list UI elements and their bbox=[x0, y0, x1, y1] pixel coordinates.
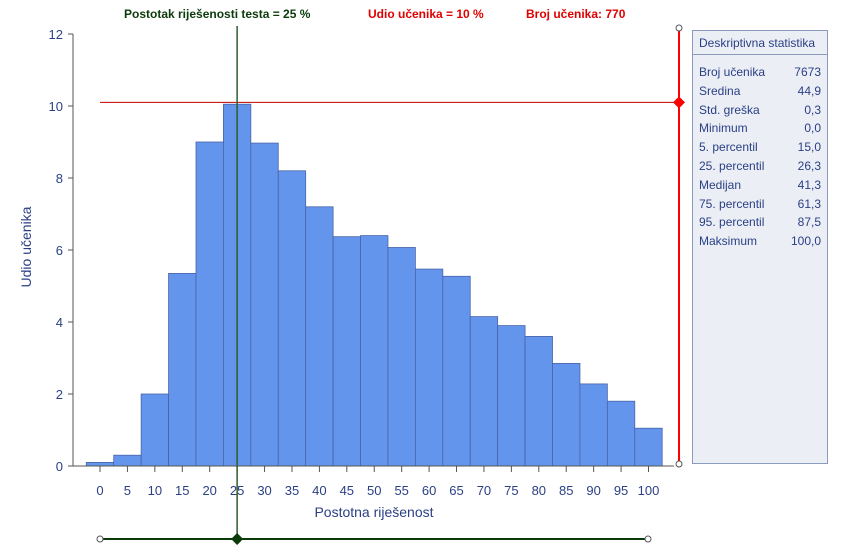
histogram-bar bbox=[305, 206, 334, 467]
histogram-bar bbox=[168, 272, 197, 467]
x-tick-label: 30 bbox=[257, 483, 271, 498]
histogram-bar bbox=[552, 362, 581, 467]
y-tick-label: 8 bbox=[56, 171, 63, 186]
histogram-bar bbox=[195, 141, 224, 467]
x-tick-label: 40 bbox=[312, 483, 326, 498]
histogram-bar bbox=[277, 170, 307, 467]
x-tick-label: 10 bbox=[148, 483, 162, 498]
y-tick-label: 12 bbox=[49, 27, 63, 42]
score-slider-left-cap bbox=[96, 535, 104, 543]
threshold-label: Postotak riješenosti testa = 25 % bbox=[124, 7, 311, 21]
x-tick-label: 20 bbox=[202, 483, 216, 498]
y-tick-label: 6 bbox=[56, 243, 63, 258]
y-tick-label: 0 bbox=[56, 459, 63, 474]
histogram-bar bbox=[387, 247, 416, 467]
stats-row-label: Broj učenika bbox=[699, 65, 766, 79]
x-tick-label: 75 bbox=[504, 483, 518, 498]
stats-row-value: 15,0 bbox=[797, 140, 821, 155]
share-label: Udio učenika = 10 % bbox=[368, 7, 484, 21]
stats-row-label: Medijan bbox=[699, 177, 742, 192]
stats-row-value: 0,0 bbox=[804, 121, 821, 136]
x-tick-label: 45 bbox=[340, 483, 354, 498]
stats-row: 5. percentil 15,0 bbox=[693, 138, 827, 157]
x-axis-label: Postotna riješenost bbox=[314, 504, 433, 520]
stats-row-value: 7673 bbox=[794, 65, 821, 79]
histogram-bar bbox=[469, 316, 499, 467]
stats-rows: Broj učenika 7673 Sredina 44,9 Std. greška 0,… bbox=[693, 55, 827, 251]
stats-row-value: 87,5 bbox=[797, 215, 821, 230]
share-slider-handle[interactable] bbox=[673, 96, 685, 109]
stats-row-label: 75. percentil bbox=[699, 196, 765, 211]
stats-row-value: 100,0 bbox=[790, 234, 821, 249]
histogram-bar bbox=[442, 275, 471, 467]
stats-row-label: Minimum bbox=[699, 121, 748, 136]
stats-row: 75. percentil 61,3 bbox=[693, 195, 827, 214]
stats-row-label: 25. percentil bbox=[699, 158, 765, 173]
stats-row-label: Std. greška bbox=[699, 102, 760, 117]
x-tick-label: 90 bbox=[586, 483, 600, 498]
stats-row: Std. greška 0,3 bbox=[693, 101, 827, 120]
x-tick-label: 60 bbox=[422, 483, 436, 498]
histogram-bar bbox=[140, 393, 169, 467]
y-tick-label: 10 bbox=[49, 99, 63, 114]
x-tick-label: 35 bbox=[285, 483, 299, 498]
histogram-bar bbox=[85, 461, 115, 467]
x-tick-label: 85 bbox=[559, 483, 573, 498]
score-slider-right-cap bbox=[644, 535, 652, 543]
stats-row-label: 5. percentil bbox=[699, 140, 758, 155]
share-slider-top-cap bbox=[675, 24, 683, 32]
stats-row: Maksimum 100,0 bbox=[693, 232, 827, 251]
x-tick-label: 80 bbox=[532, 483, 546, 498]
count-label: Broj učenika: 770 bbox=[526, 7, 626, 21]
histogram-bar bbox=[634, 427, 663, 467]
markers-group bbox=[96, 24, 685, 545]
score-slider-handle[interactable] bbox=[231, 533, 244, 545]
x-tick-label: 0 bbox=[96, 483, 103, 498]
stats-row-value: 26,3 bbox=[797, 158, 821, 173]
descriptive-stats-panel: Deskriptivna statistika Broj učenika 7673… bbox=[692, 30, 828, 464]
x-tick-label: 70 bbox=[477, 483, 491, 498]
histogram-bar bbox=[250, 142, 279, 467]
histogram-bar bbox=[579, 383, 608, 467]
histogram-bar bbox=[113, 454, 142, 467]
stats-row: 95. percentil 87,5 bbox=[693, 213, 827, 232]
stats-row: Broj učenika 7673 bbox=[693, 63, 827, 82]
x-tick-label: 15 bbox=[175, 483, 189, 498]
stats-row: 25. percentil 26,3 bbox=[693, 157, 827, 176]
histogram-bar bbox=[332, 236, 361, 467]
y-tick-label: 2 bbox=[56, 387, 63, 402]
bars-group bbox=[85, 103, 663, 467]
share-slider-bottom-cap bbox=[675, 460, 683, 468]
y-axis-label: Udio učenika bbox=[18, 206, 34, 287]
stats-title: Deskriptivna statistika bbox=[693, 31, 827, 55]
x-tick-label: 100 bbox=[638, 483, 660, 498]
histogram-bar bbox=[524, 335, 553, 467]
histogram-bar bbox=[497, 325, 526, 467]
y-tick-label: 4 bbox=[56, 315, 63, 330]
histogram-bar bbox=[414, 268, 444, 467]
stats-row-value: 41,3 bbox=[797, 177, 821, 192]
x-tick-label: 95 bbox=[614, 483, 628, 498]
stats-row-value: 0,3 bbox=[804, 102, 821, 117]
stats-row-value: 44,9 bbox=[797, 83, 821, 98]
stats-row-label: Maksimum bbox=[699, 234, 758, 249]
stats-row-value: 61,3 bbox=[797, 196, 821, 211]
stats-row-label: 95. percentil bbox=[699, 215, 765, 230]
stats-row-label: Sredina bbox=[699, 83, 741, 98]
x-tick-label: 50 bbox=[367, 483, 381, 498]
stats-row: Minimum 0,0 bbox=[693, 119, 827, 138]
stats-row: Medijan 41,3 bbox=[693, 176, 827, 195]
histogram-bar bbox=[360, 235, 389, 467]
x-tick-label: 55 bbox=[394, 483, 408, 498]
histogram-bar bbox=[606, 400, 636, 467]
x-tick-label: 5 bbox=[124, 483, 131, 498]
stats-row: Sredina 44,9 bbox=[693, 82, 827, 101]
x-tick-label: 65 bbox=[449, 483, 463, 498]
